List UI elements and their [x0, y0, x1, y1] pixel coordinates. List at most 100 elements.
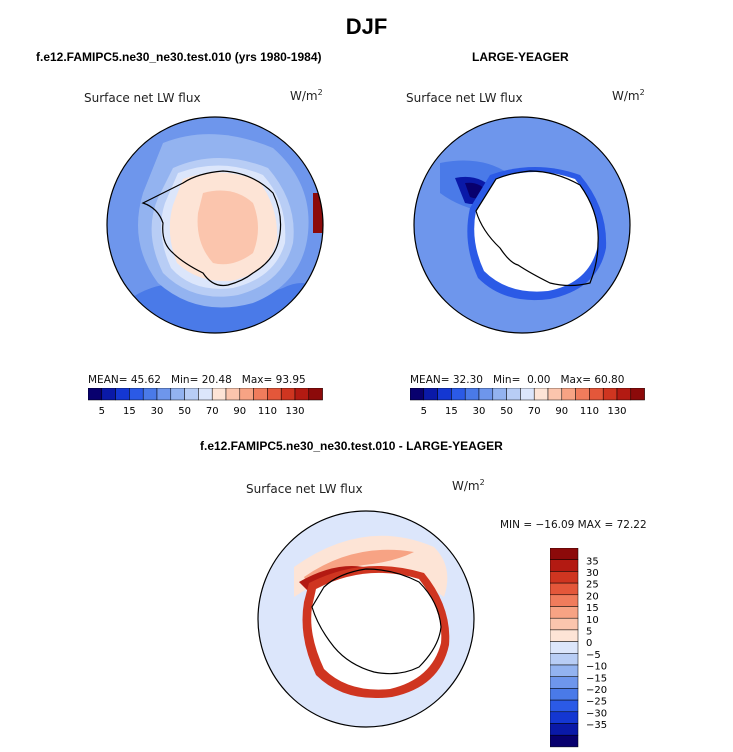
panel2-colorbar-swatch — [547, 388, 563, 401]
panel1-title: f.e12.FAMIPC5.ne30_ne30.test.010 (yrs 19… — [36, 50, 322, 64]
panel2-map-border — [413, 116, 631, 334]
panel3-colorbar-tick-label: −15 — [586, 673, 607, 684]
panel3-units: W/m2 — [452, 478, 485, 493]
panel3-colorbar-swatch — [550, 688, 579, 701]
panel3-minmax: MIN = −16.09 MAX = 72.22 — [500, 519, 647, 531]
panel1-colorbar-swatch — [267, 388, 282, 401]
panel2-variable-label: Surface net LW flux — [406, 91, 523, 105]
panel3-colorbar-tick-label: 5 — [586, 626, 592, 637]
panel3-colorbar-swatch — [550, 723, 579, 736]
panel1-colorbar-swatch — [184, 388, 199, 401]
panel3-colorbar-tick-label: −25 — [586, 697, 607, 708]
panel2-colorbar-tick-label: 130 — [607, 406, 626, 416]
panel1-colorbar-tick-label: 5 — [99, 406, 105, 416]
panel2-colorbar-swatch — [561, 388, 576, 401]
panel3-colorbar-swatch — [550, 664, 579, 677]
panel2-colorbar-swatch — [589, 388, 604, 401]
panel2-polar-map — [413, 116, 631, 334]
panel2-units: W/m2 — [612, 88, 645, 103]
panel2-colorbar-swatch — [492, 388, 507, 401]
panel1-colorbar-swatch — [308, 388, 323, 401]
panel3-colorbar-tick-label: 35 — [586, 556, 599, 567]
panel2-colorbar-swatch — [464, 388, 480, 401]
panel3-colorbar-tick-label: −30 — [586, 708, 607, 719]
panel3-colorbar-tick-label: 30 — [586, 568, 599, 579]
panel2-colorbar-swatch — [575, 388, 590, 401]
panel1-colorbar: 5 15 30 50 70 90 110 130 — [88, 388, 323, 416]
panel1-colorbar-swatch — [211, 388, 227, 401]
panel3-colorbar-swatch — [550, 617, 579, 631]
panel1-colorbar-tick-label: 90 — [233, 406, 246, 416]
panel2-colorbar-swatch — [410, 388, 425, 401]
panel1-colorbar-tick-label: 110 — [258, 406, 277, 416]
panel3-title: f.e12.FAMIPC5.ne30_ne30.test.010 - LARGE… — [200, 439, 503, 453]
panel1-colorbar-tick-label: 70 — [206, 406, 219, 416]
panel1-colorbar-swatch — [101, 388, 116, 401]
panel2-colorbar-tick-label: 90 — [555, 406, 568, 416]
panel1-colorbar-swatch — [225, 388, 241, 401]
panel1-colorbar-swatch — [115, 388, 130, 401]
panel3-colorbar-swatch — [550, 653, 579, 666]
panel3-colorbar-tick-label: −10 — [586, 662, 607, 673]
panel2-colorbar-tick-label: 30 — [473, 406, 486, 416]
panel2-colorbar: 5 15 30 50 70 90 110 130 — [410, 388, 645, 416]
panel3-colorbar-tick-label: −5 — [586, 650, 601, 661]
panel1-colorbar-swatch — [129, 388, 144, 401]
panel2-continent-masked — [474, 172, 599, 292]
panel3-colorbar-swatch — [550, 641, 579, 654]
panel2-colorbar-swatch — [423, 388, 438, 401]
panel1-colorbar-swatch — [253, 388, 268, 401]
panel3-colorbar-tick-label: 20 — [586, 591, 599, 602]
panel1-stats: MEAN= 45.62 Min= 20.48 Max= 93.95 — [88, 374, 306, 386]
panel2-colorbar-swatch — [478, 388, 494, 401]
panel2-colorbar-swatch — [437, 388, 452, 401]
panel3-colorbar-swatch — [550, 559, 579, 572]
panel3-polar-map — [257, 510, 475, 728]
panel1-colorbar-swatch — [88, 388, 103, 401]
panel1-colorbar-tick-label: 50 — [178, 406, 191, 416]
panel1-colorbar-swatch — [142, 388, 158, 401]
panel3-colorbar-tick-label: −20 — [586, 685, 607, 696]
panel2-colorbar-swatch — [451, 388, 466, 401]
panel3-colorbar-tick-label: 15 — [586, 603, 599, 614]
panel1-polar-map — [106, 116, 324, 334]
panel3-continent-masked — [311, 572, 442, 690]
panel2-title: LARGE-YEAGER — [472, 50, 569, 64]
panel3-colorbar-tick-label: −35 — [586, 720, 607, 731]
panel3-colorbar-swatch — [550, 606, 579, 619]
panel1-colorbar-tick-label: 130 — [285, 406, 304, 416]
panel3-colorbar-swatch — [550, 676, 579, 689]
panel3-colorbar-swatch — [550, 548, 579, 560]
panel1-colorbar-swatch — [198, 388, 213, 401]
panel2-stats: MEAN= 32.30 Min= 0.00 Max= 60.80 — [410, 374, 625, 386]
panel3-colorbar-tick-label: 10 — [586, 615, 599, 626]
panel2-colorbar-swatch — [506, 388, 521, 401]
panel2-colorbar-swatch — [630, 388, 645, 401]
panel1-colorbar-swatch — [239, 388, 254, 401]
panel3-colorbar-swatch — [550, 571, 579, 584]
panel3-colorbar-tick-label: 25 — [586, 580, 599, 591]
panel2-colorbar-swatch — [602, 388, 618, 401]
panel3-colorbar-swatch — [550, 734, 579, 748]
panel2-colorbar-swatch — [520, 388, 535, 401]
panel2-colorbar-tick-label: 50 — [500, 406, 513, 416]
panel1-units: W/m2 — [290, 88, 323, 103]
panel2-colorbar-tick-label: 15 — [445, 406, 458, 416]
panel1-edge-patch — [313, 193, 323, 233]
panel2-colorbar-tick-label: 110 — [580, 406, 599, 416]
season-title: DJF — [345, 14, 388, 39]
panel3-colorbar-swatch — [550, 629, 579, 642]
panel3-colorbar-swatch — [550, 594, 579, 607]
panel3-coastline — [311, 568, 442, 675]
panel3-colorbar-swatch — [550, 711, 579, 724]
panel1-colorbar-swatch — [156, 388, 172, 401]
panel1-interior-patch — [197, 190, 258, 265]
panel2-colorbar-swatch — [616, 388, 632, 401]
panel2-colorbar-tick-label: 70 — [528, 406, 541, 416]
panel1-colorbar-swatch — [294, 388, 310, 401]
panel1-colorbar-tick-label: 15 — [123, 406, 136, 416]
panel1-map-border — [106, 116, 324, 334]
panel2-colorbar-swatch — [533, 388, 549, 401]
panel3-variable-label: Surface net LW flux — [246, 482, 363, 496]
